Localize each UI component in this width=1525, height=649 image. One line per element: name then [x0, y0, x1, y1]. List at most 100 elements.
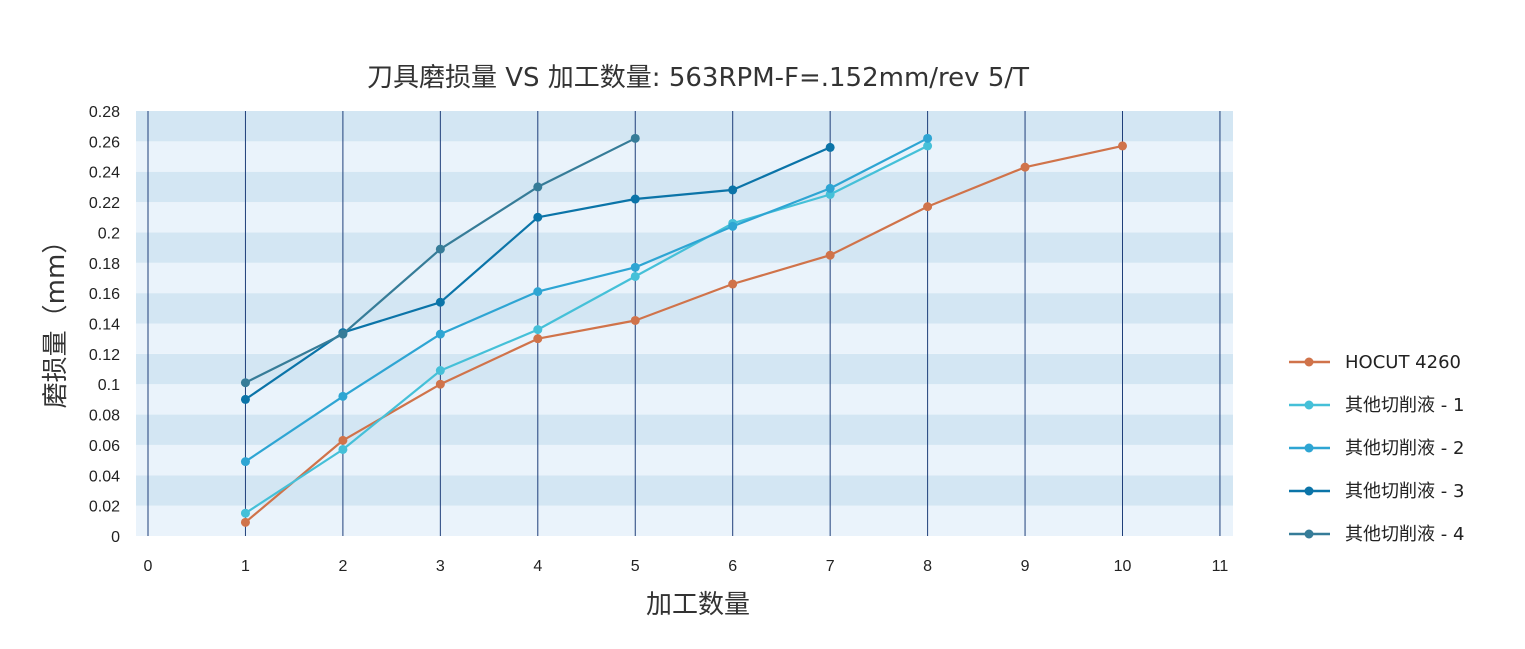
- x-tick-label: 7: [826, 558, 835, 575]
- data-point: [728, 185, 738, 195]
- plot-band: [136, 141, 1233, 172]
- chart-title: 刀具磨损量 VS 加工数量: 563RPM-F=.152mm/rev 5/T: [367, 63, 1029, 93]
- y-tick-label: 0.1: [98, 377, 120, 394]
- legend-label: 其他切削液 - 3: [1345, 481, 1464, 502]
- y-axis-ticks: 0 0.02 0.04 0.06 0.08 0.1 0.12 0.14 0.16 0.18 0.2 0…: [89, 104, 120, 546]
- data-point: [630, 271, 640, 281]
- data-point: [630, 262, 640, 272]
- series-line: [244, 137, 929, 463]
- plot-background: [136, 111, 1233, 536]
- data-point: [1118, 141, 1127, 151]
- legend-label: 其他切削液 - 2: [1345, 438, 1464, 459]
- plot-band: [136, 202, 1233, 233]
- data-point: [435, 379, 445, 389]
- data-point: [825, 250, 835, 260]
- data-point: [240, 394, 250, 404]
- y-tick-label: 0.06: [89, 438, 120, 455]
- x-axis-ticks: 0 1 2 3 4 5 6 7 8 9 10 11: [144, 558, 1229, 575]
- legend-item: 其他切削液 - 3: [1289, 481, 1464, 502]
- data-point: [338, 329, 348, 339]
- x-axis-title: 加工数量: [646, 590, 750, 620]
- y-tick-label: 0.2: [98, 225, 120, 242]
- data-point: [533, 325, 543, 335]
- plot-band: [136, 111, 1233, 142]
- series: [240, 141, 1127, 527]
- x-tick-label: 8: [923, 558, 932, 575]
- series-layer: [240, 133, 1127, 527]
- data-point: [338, 444, 348, 454]
- plot-band: [136, 353, 1233, 385]
- x-tick-label: 9: [1021, 558, 1030, 575]
- data-point: [240, 378, 250, 388]
- x-tick-label: 2: [338, 558, 347, 575]
- data-point: [533, 212, 543, 222]
- x-tick-label: 3: [436, 558, 445, 575]
- data-point: [923, 202, 933, 212]
- legend-marker: [1304, 529, 1314, 539]
- plot-band: [136, 444, 1233, 476]
- data-point: [825, 142, 835, 152]
- data-point: [630, 315, 640, 325]
- data-point: [825, 183, 835, 193]
- y-tick-label: 0: [111, 529, 120, 546]
- legend-item: 其他切削液 - 4: [1289, 524, 1464, 545]
- y-tick-label: 0.24: [89, 165, 120, 182]
- data-point: [923, 141, 933, 151]
- data-point: [435, 366, 445, 376]
- x-tick-label: 1: [241, 558, 250, 575]
- plot-band: [136, 171, 1233, 203]
- x-tick-label: 10: [1114, 558, 1132, 575]
- x-tick-label: 4: [533, 558, 542, 575]
- legend-marker: [1304, 486, 1314, 496]
- legend-marker: [1304, 400, 1314, 410]
- data-point: [435, 297, 445, 307]
- data-point: [630, 133, 640, 143]
- data-point: [728, 221, 738, 231]
- series: [240, 141, 933, 518]
- y-tick-label: 0.22: [89, 195, 120, 212]
- data-point: [923, 133, 933, 143]
- legend-item: 其他切削液 - 1: [1289, 395, 1464, 416]
- legend-marker: [1304, 357, 1314, 367]
- series-line: [244, 144, 929, 515]
- plot-band: [136, 505, 1233, 536]
- plot-band: [136, 384, 1233, 415]
- legend: HOCUT 4260 其他切削液 - 1 其他切削液 - 2 其他切削液 - 3 其他切…: [1289, 352, 1464, 545]
- y-tick-label: 0.18: [89, 256, 120, 273]
- plot-band: [136, 414, 1233, 445]
- data-point: [630, 194, 640, 204]
- plot-band: [136, 323, 1233, 354]
- legend-marker: [1304, 443, 1314, 453]
- data-point: [240, 508, 250, 518]
- x-tick-label: 11: [1212, 558, 1229, 575]
- y-tick-label: 0.28: [89, 104, 120, 121]
- data-point: [533, 287, 543, 297]
- plot-band: [136, 293, 1233, 324]
- legend-label: 其他切削液 - 1: [1345, 395, 1464, 416]
- plot-band: [136, 475, 1233, 506]
- plot-band: [136, 262, 1233, 294]
- legend-label: HOCUT 4260: [1345, 352, 1461, 373]
- y-tick-label: 0.14: [89, 317, 120, 334]
- data-point: [435, 329, 445, 339]
- series: [240, 133, 640, 388]
- x-tick-label: 5: [631, 558, 640, 575]
- series-line: [244, 144, 1123, 524]
- series: [240, 133, 933, 467]
- legend-item: HOCUT 4260: [1289, 352, 1461, 373]
- y-tick-label: 0.12: [89, 347, 120, 364]
- data-point: [728, 279, 738, 289]
- data-point: [435, 244, 445, 254]
- data-point: [240, 517, 250, 527]
- data-point: [240, 457, 250, 467]
- data-point: [1020, 162, 1030, 172]
- y-tick-label: 0.02: [89, 499, 120, 516]
- y-axis-title: 磨损量（mm）: [41, 228, 71, 409]
- x-tick-label: 6: [728, 558, 737, 575]
- legend-label: 其他切削液 - 4: [1345, 524, 1464, 545]
- y-tick-label: 0.08: [89, 408, 120, 425]
- y-tick-label: 0.26: [89, 134, 120, 151]
- data-point: [338, 391, 348, 401]
- data-point: [533, 182, 543, 192]
